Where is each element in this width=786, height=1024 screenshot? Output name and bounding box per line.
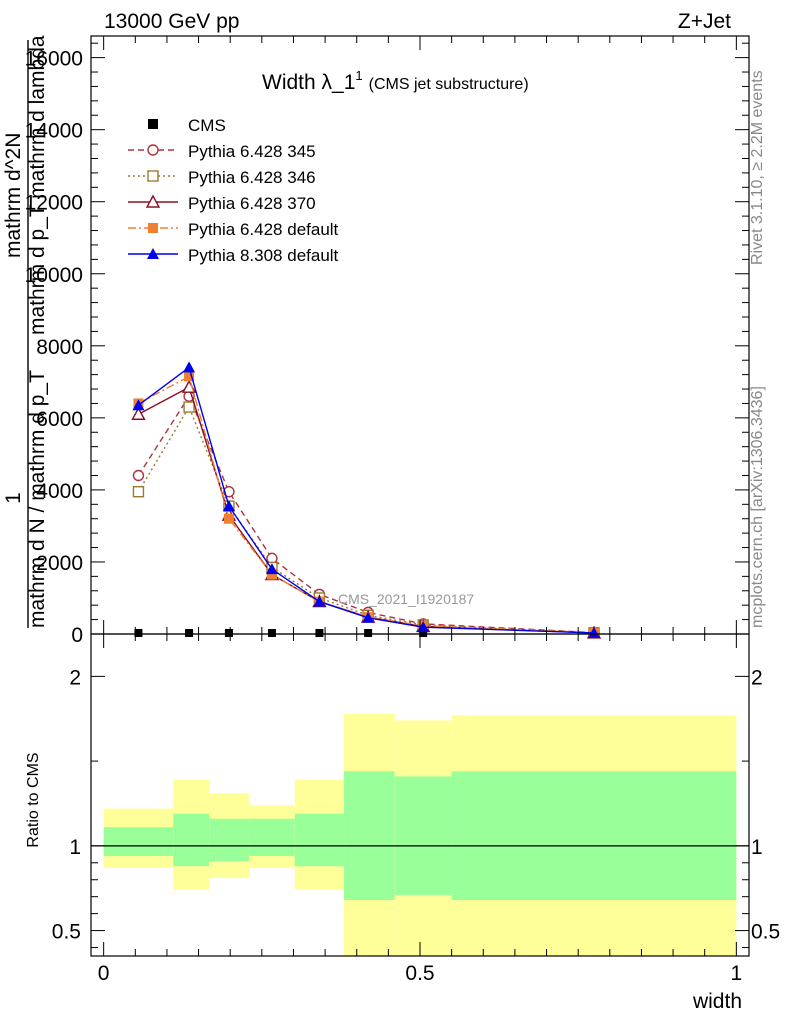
ratio-inner-band	[209, 818, 250, 862]
chart-title-text: Width λ_1	[262, 71, 355, 94]
header-energy-label: 13000 GeV pp	[104, 10, 239, 33]
y-tick-label: 2000	[36, 552, 83, 575]
legend-entry: CMS	[148, 116, 226, 135]
data-point	[132, 486, 145, 498]
ratio-inner-band	[173, 813, 210, 867]
data-point	[266, 569, 277, 580]
y-label-denominator: mathrm d N / mathrm d p_T	[26, 370, 49, 628]
y-tick-label: 16000	[25, 48, 83, 71]
rivet-info-label: Rivet 3.1.10, ≥ 2.2M events	[749, 70, 766, 265]
legend-entry: Pythia 8.308 default	[128, 246, 339, 265]
ratio-y-tick-label-right: 1	[751, 836, 763, 859]
chart-title: Width λ_11 (CMS jet substructure)	[262, 68, 529, 94]
data-point	[587, 626, 600, 638]
data-point	[222, 500, 235, 512]
legend-entry: Pythia 6.428 default	[128, 220, 339, 239]
legend-entry: Pythia 6.428 370	[128, 194, 316, 213]
data-point	[223, 486, 235, 498]
ratio-y-tick-label: 0.5	[52, 921, 81, 944]
main-y-axis-label: 1 mathrm d N / mathrm d p_T mathrm d^2N …	[2, 35, 49, 628]
legend-entry: Pythia 6.428 345	[128, 142, 316, 161]
series-line	[137, 394, 595, 634]
series-line	[138, 375, 595, 634]
data-point	[132, 399, 145, 411]
series-line	[137, 405, 595, 634]
data-point	[145, 194, 161, 208]
data-point	[223, 513, 234, 524]
ratio-inner-band	[103, 827, 174, 857]
legend-label: Pythia 6.428 346	[188, 168, 316, 187]
x-tick-label: 0.5	[405, 962, 434, 985]
ratio-y-tick-label-right: 2	[751, 666, 763, 689]
data-point	[183, 361, 196, 373]
ratio-y-tick-label: 1	[69, 836, 81, 859]
y-tick-label: 6000	[36, 408, 83, 431]
data-point	[185, 629, 194, 637]
data-point	[131, 406, 146, 420]
data-point	[315, 629, 324, 637]
legend-entry: Pythia 6.428 346	[128, 168, 316, 187]
data-point	[147, 248, 159, 259]
data-point	[267, 629, 276, 637]
data-point	[134, 629, 143, 637]
data-point	[147, 170, 159, 182]
y-tick-label: 12000	[25, 192, 83, 215]
data-point	[132, 469, 145, 482]
chart-subtitle: (CMS jet substructure)	[369, 76, 529, 93]
main-plot-panel: 0 2000 4000 6000 8000 10000 12000 14000 16000 Wi…	[25, 35, 750, 647]
data-point	[148, 223, 158, 233]
y-tick-label: 0	[71, 624, 83, 647]
mcplots-info-label: mcplots.cern.ch [arXiv:1306.3436]	[749, 386, 766, 628]
series-line	[138, 366, 595, 634]
data-point	[184, 371, 195, 382]
data-point	[313, 595, 326, 607]
ratio-plot-panel: 0.5 0.5 1 1 2 2 0 0.5 1	[52, 633, 780, 985]
ratio-y-tick-label-right: 0.5	[751, 921, 780, 944]
legend-label: Pythia 6.428 370	[188, 194, 316, 213]
x-tick-label: 1	[731, 962, 743, 985]
ratio-inner-band	[394, 776, 452, 895]
legend-label: Pythia 6.428 345	[188, 142, 316, 161]
y-tick-label: 10000	[25, 264, 83, 287]
data-point	[224, 629, 233, 637]
y-tick-label: 8000	[36, 336, 83, 359]
y-tick-label: 4000	[36, 480, 83, 503]
data-point	[419, 629, 428, 637]
y-label-numerator: 1	[2, 492, 25, 504]
analysis-watermark: CMS_2021_I1920187	[338, 591, 474, 607]
data-point	[364, 629, 373, 637]
legend-label: Pythia 8.308 default	[188, 246, 339, 265]
data-point	[265, 563, 278, 575]
legend: CMS Pythia 6.428 345 Pythia 6.428 346 Pythi…	[128, 116, 339, 265]
x-tick-label: 0	[98, 962, 110, 985]
y-label-denominator-2: mathrm d p_T mathrm d lambda	[26, 35, 49, 335]
ratio-inner-band	[451, 771, 737, 901]
chart-title-superscript: 1	[355, 68, 362, 83]
header-process-label: Z+Jet	[678, 10, 731, 33]
legend-label: CMS	[188, 116, 226, 135]
y-tick-label: 14000	[25, 120, 83, 143]
data-point	[147, 144, 159, 156]
ratio-y-axis-label: Ratio to CMS	[25, 752, 42, 847]
legend-label: Pythia 6.428 default	[188, 220, 339, 239]
ratio-y-tick-label: 2	[69, 666, 81, 689]
ratio-inner-band	[294, 813, 345, 867]
series-pythia-8-308-default	[132, 361, 600, 638]
ratio-inner-band	[249, 818, 295, 857]
y-label-numerator-2: mathrm d^2N	[2, 133, 25, 258]
x-axis-label: width	[692, 990, 742, 1013]
data-point	[362, 611, 375, 623]
ratio-inner-band	[344, 771, 395, 901]
data-point	[183, 401, 195, 413]
data-point	[148, 119, 158, 129]
